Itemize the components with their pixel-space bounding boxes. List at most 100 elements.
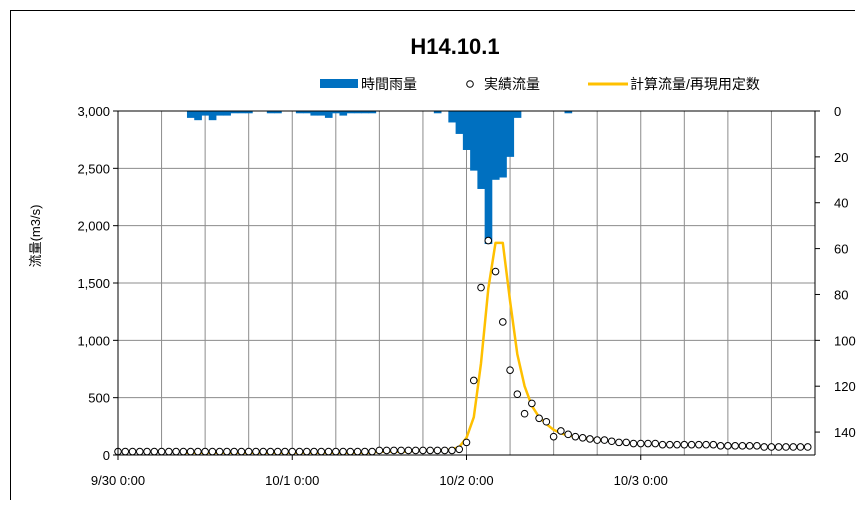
observed-point	[622, 438, 631, 447]
observed-point	[709, 440, 718, 449]
observed-point	[440, 446, 449, 455]
observed-point	[259, 447, 268, 456]
observed-point	[535, 414, 543, 423]
y2-tick-label: 120	[834, 379, 856, 394]
y2-tick-label: 40	[834, 196, 848, 211]
chart-title: H14.10.1	[410, 34, 499, 59]
observed-point	[644, 439, 652, 448]
observed-point	[353, 447, 362, 456]
observed-point	[194, 447, 202, 456]
rain-bar	[230, 111, 239, 114]
y-tick-label: 1,000	[77, 333, 110, 348]
observed-point	[273, 447, 282, 456]
rain-bar	[499, 111, 507, 178]
rain-bar	[491, 111, 500, 180]
rain-bar	[245, 111, 253, 114]
observed-point	[172, 447, 180, 456]
rain-bar	[317, 111, 326, 116]
observed-point	[121, 447, 130, 456]
y2-tick-label: 0	[834, 104, 841, 119]
rain-bar	[368, 111, 377, 114]
chart-frame	[10, 10, 855, 500]
y-tick-label: 0	[103, 448, 110, 463]
gridlines	[118, 110, 815, 455]
observed-point	[687, 440, 696, 449]
observed-point	[252, 447, 260, 456]
rain-bar	[564, 111, 573, 114]
observed-point	[564, 430, 572, 439]
observed-point	[346, 447, 355, 456]
rain-bar	[324, 111, 333, 118]
rain-bar	[332, 111, 340, 114]
observed-point	[753, 442, 761, 450]
observed-point	[165, 447, 173, 456]
observed-point	[157, 447, 166, 456]
observed-point	[455, 445, 464, 454]
rain-bars	[186, 111, 573, 245]
observed-point	[506, 366, 514, 374]
observed-point	[266, 447, 275, 456]
observed-point	[695, 440, 703, 449]
y-tick-label: 2,000	[77, 219, 110, 234]
observed-point	[361, 447, 369, 456]
rain-bar	[274, 111, 282, 114]
rain-bar	[201, 111, 210, 116]
observed-point	[208, 447, 217, 456]
rain-bar	[353, 111, 362, 114]
observed-point	[339, 447, 347, 456]
legend-calc-label: 計算流量/再現用定数	[630, 76, 760, 92]
observed-point	[404, 446, 413, 455]
y2-tick-label: 100	[834, 333, 856, 348]
observed-point	[760, 443, 768, 451]
legend: 時間雨量 実績流量 計算流量/再現用定数	[320, 76, 760, 92]
y2-tick-label: 80	[834, 287, 848, 302]
observed-point	[607, 437, 616, 446]
rain-bar	[295, 111, 304, 114]
observed-point	[462, 438, 471, 447]
observed-point	[484, 236, 493, 245]
legend-rain-label: 時間雨量	[361, 76, 417, 92]
observed-point	[295, 447, 304, 456]
observed-point	[143, 447, 151, 456]
axes	[113, 110, 820, 460]
y-axis-label: 流量(m3/s)	[28, 205, 43, 268]
observed-point	[731, 442, 739, 450]
x-tick-label: 10/1 0:00	[265, 473, 319, 488]
observed-point	[520, 409, 529, 418]
observed-point	[230, 447, 238, 456]
observed-point	[745, 442, 754, 450]
observed-point	[629, 439, 638, 448]
observed-point	[411, 446, 420, 455]
observed-point	[636, 439, 645, 448]
rain-bar	[186, 111, 195, 118]
rain-bar	[346, 111, 355, 114]
observed-point	[382, 446, 391, 455]
rain-bar	[216, 111, 224, 116]
observed-point	[215, 447, 224, 456]
observed-point	[179, 447, 188, 456]
observed-point	[324, 447, 333, 456]
observed-point	[237, 447, 246, 456]
observed-point	[716, 442, 725, 450]
observed-point	[375, 446, 384, 455]
observed-point	[549, 432, 558, 441]
observed-point	[593, 436, 601, 444]
observed-point	[281, 447, 289, 456]
observed-point	[724, 442, 732, 450]
observed-point	[477, 283, 485, 292]
y-tick-label: 500	[88, 391, 110, 406]
observed-point	[448, 446, 456, 455]
y2-tick-label: 20	[834, 150, 848, 165]
rain-bar	[194, 111, 202, 121]
y2-tick-label: 140	[834, 425, 856, 440]
rain-bar	[361, 111, 369, 114]
observed-point	[150, 447, 159, 456]
observed-point	[557, 427, 565, 435]
x-tick-label: 10/3 0:00	[614, 473, 668, 488]
observed-point	[433, 446, 442, 455]
observed-point	[680, 440, 689, 449]
observed-point	[332, 447, 340, 456]
rain-bar	[484, 111, 493, 245]
observed-point	[128, 447, 137, 456]
